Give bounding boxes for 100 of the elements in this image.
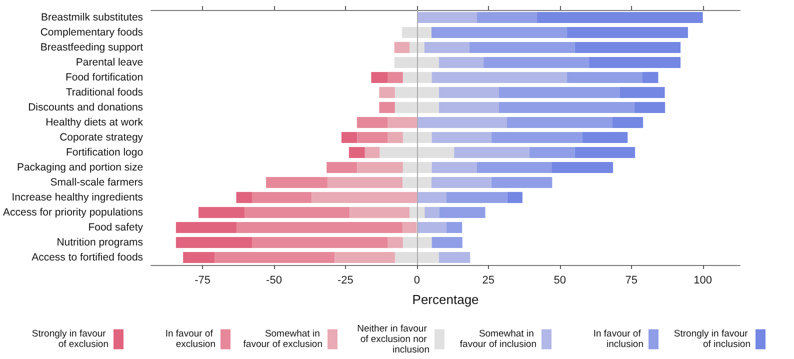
y-tick-label: Access for priority populations — [2, 206, 144, 218]
bar — [537, 12, 703, 24]
y-tick-label: Breastmilk substitutes — [40, 12, 144, 24]
bar — [507, 116, 612, 128]
bar — [582, 132, 628, 144]
bar — [476, 162, 552, 174]
bar — [402, 176, 432, 188]
bar — [432, 132, 492, 144]
y-tick-label: Breastfeeding support — [40, 42, 144, 54]
y-tick-label: Small-scale farmers — [50, 176, 144, 188]
bar — [498, 102, 634, 114]
legend-label: In favour of exclusion — [165, 328, 216, 350]
bar — [410, 42, 424, 54]
bar — [394, 86, 439, 98]
bar — [416, 192, 446, 204]
bar — [350, 206, 410, 218]
bar — [214, 252, 335, 264]
bar — [380, 146, 454, 158]
bar — [348, 146, 365, 158]
x-tick-label: 100 — [694, 274, 712, 286]
bar — [454, 146, 530, 158]
y-tick-label: Traditional foods — [66, 86, 144, 98]
bar — [476, 12, 538, 24]
bar — [484, 56, 590, 68]
y-tick-label: Access to fortified foods — [32, 252, 144, 264]
bar — [416, 222, 446, 234]
bar — [432, 72, 568, 84]
bar — [402, 26, 432, 38]
bar — [402, 132, 432, 144]
bar — [612, 116, 644, 128]
y-tick-label: Fortification logo — [66, 146, 144, 158]
bar — [402, 162, 432, 174]
bar — [176, 236, 252, 248]
x-tick-label: 75 — [625, 274, 638, 286]
bar — [357, 162, 403, 174]
bar — [498, 86, 620, 98]
legend-label: Neither in favour of exclusion nor inclusion — [357, 323, 430, 356]
bar — [432, 176, 492, 188]
bar — [394, 252, 439, 264]
x-axis-title: Percentage — [412, 292, 479, 307]
bar — [244, 206, 350, 218]
y-tick-label: Healthy diets at work — [46, 116, 144, 128]
bar — [236, 222, 403, 234]
bar — [438, 86, 499, 98]
bar — [371, 72, 388, 84]
bar — [507, 192, 522, 204]
bar — [394, 102, 439, 114]
bar — [394, 42, 410, 54]
bar — [387, 132, 403, 144]
y-tick-label: Complementary foods — [40, 26, 144, 38]
bar — [394, 56, 439, 68]
bar — [529, 146, 575, 158]
bar — [341, 132, 358, 144]
bar — [379, 102, 395, 114]
bar — [438, 252, 470, 264]
bar — [402, 236, 432, 248]
bar — [387, 116, 417, 128]
legend-label: In favour of inclusion — [593, 328, 644, 350]
bar — [326, 162, 358, 174]
legend-label: Somewhat in favour of inclusion — [460, 328, 536, 350]
bar — [387, 236, 403, 248]
bar — [416, 12, 477, 24]
x-tick-label: 25 — [482, 274, 495, 286]
bar — [574, 146, 636, 158]
bar — [439, 206, 486, 218]
bar — [567, 72, 643, 84]
bar — [183, 252, 215, 264]
x-tick-label: -25 — [338, 274, 354, 286]
y-tick-label: Food safety — [88, 222, 144, 234]
bar — [491, 176, 552, 188]
bar — [198, 206, 245, 218]
bar — [402, 222, 417, 234]
bar — [470, 42, 575, 54]
x-tick-label: -75 — [194, 274, 210, 286]
bar — [438, 102, 499, 114]
y-tick-label: Discounts and donations — [28, 102, 144, 114]
legend-label: Somewhat in favour of exclusion — [243, 328, 322, 350]
y-tick-label: Parental leave — [76, 56, 144, 68]
bar — [589, 56, 681, 68]
bar — [327, 176, 403, 188]
x-tick-label: 50 — [554, 274, 566, 286]
bar — [379, 86, 395, 98]
bar — [424, 206, 440, 218]
bar — [424, 42, 470, 54]
bar — [402, 72, 432, 84]
bar — [252, 236, 388, 248]
bar — [552, 162, 614, 174]
bar — [446, 222, 462, 234]
y-tick-label: Packaging and portion size — [16, 162, 144, 174]
bar — [634, 102, 666, 114]
bar — [574, 42, 681, 54]
y-tick-label: Coporate strategy — [60, 132, 144, 144]
bar — [176, 222, 237, 234]
bar — [492, 132, 582, 144]
bar — [356, 116, 388, 128]
bar — [266, 176, 328, 188]
x-tick-label: -50 — [266, 274, 282, 286]
bar — [387, 72, 403, 84]
bar — [236, 192, 252, 204]
bar — [432, 26, 568, 38]
